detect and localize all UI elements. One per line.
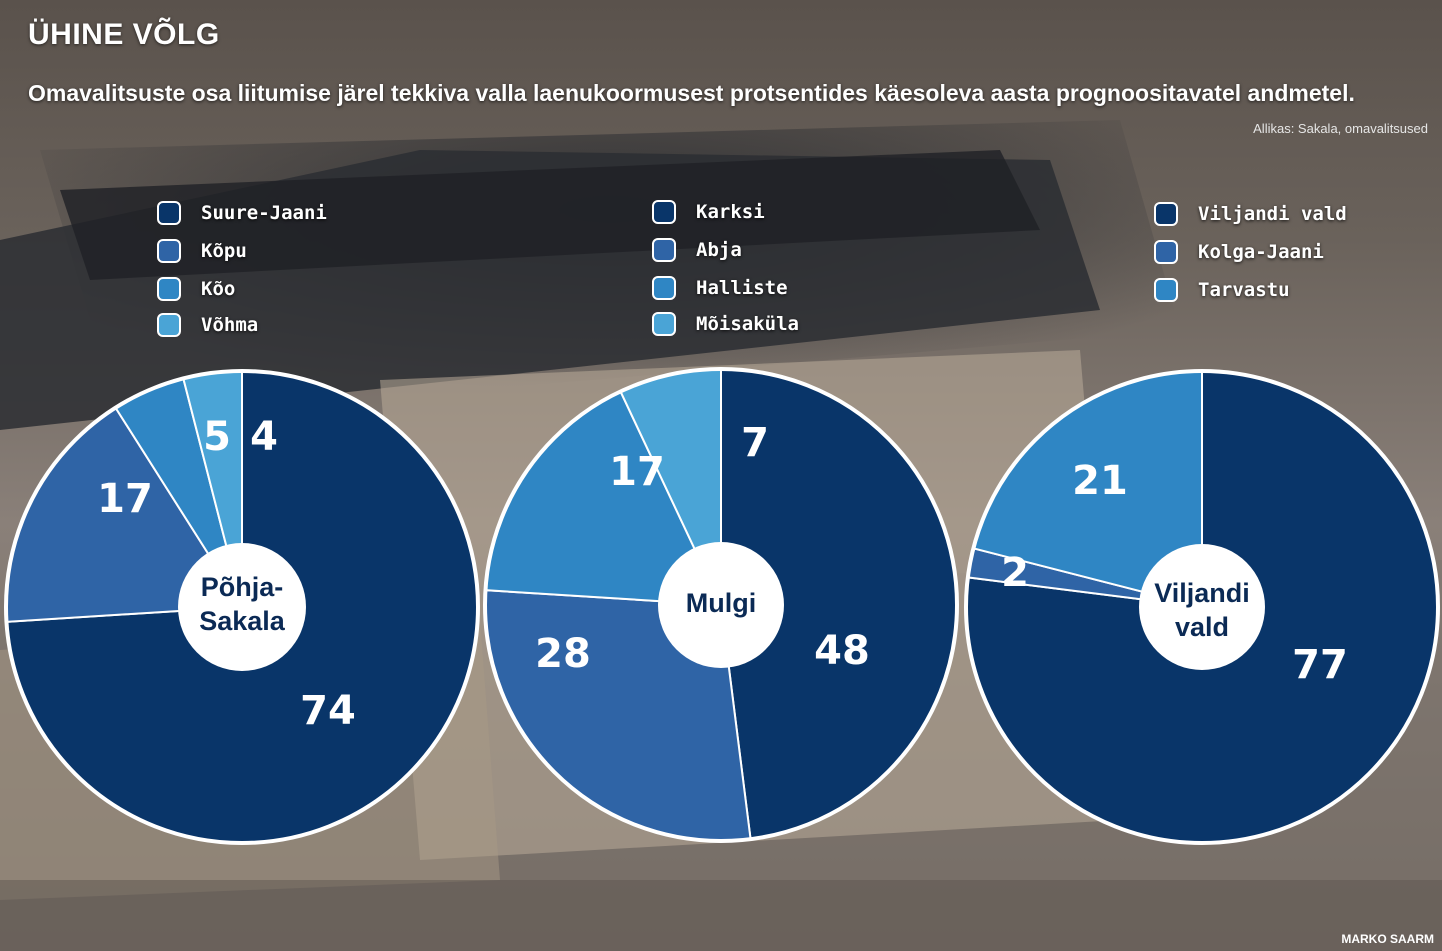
legend-item: Tarvastu [1154,275,1290,305]
legend-label: Mõisaküla [696,313,799,335]
legend-label: Halliste [696,277,788,299]
pie-outline [964,369,1440,845]
legend-item: Suure-Jaani [157,198,327,228]
pie-center-hole [178,543,306,671]
legend-swatch-vohma [157,313,181,337]
pie-center-label: Mulgi [686,588,756,618]
pie-outline [4,369,480,845]
legend-swatch-koo [157,277,181,301]
legend-label: Kolga-Jaani [1198,241,1324,263]
pie-value-label: 21 [1072,458,1128,504]
pie-value-label: 17 [97,476,153,522]
legend-swatch-kopu [157,239,181,263]
legend-label: Suure-Jaani [201,202,327,224]
legend-label: Kõpu [201,240,247,262]
pie-value-label: 5 [203,414,231,460]
legend-item: Mõisaküla [652,309,799,339]
pie-value-label: 74 [300,688,356,734]
legend-label: Kõo [201,278,236,300]
legend-swatch-kolga-jaani [1154,240,1178,264]
source-note: Allikas: Sakala, omavalitsused [1253,121,1428,136]
legend-item: Kolga-Jaani [1154,237,1324,267]
pie-1: 48 28 17 7 Mulgi [483,367,959,843]
legend-swatch-tarvastu [1154,278,1178,302]
pie-value-label: 7 [741,420,769,466]
legend-swatch-moisakula [652,312,676,336]
legend-swatch-viljandi-vald [1154,202,1178,226]
legend-label: Karksi [696,201,765,223]
chart-title: ÜHINE VÕLG [28,18,220,51]
pie-value-label: 77 [1292,642,1348,688]
legend-item: Abja [652,235,742,265]
legend-item: Karksi [652,197,765,227]
pie-outline [483,367,959,843]
chart-subtitle: Omavalitsuste osa liitumise järel tekkiv… [28,80,1355,106]
legend-swatch-halliste [652,276,676,300]
pie-0: 74 17 5 4 Põhja- Sakala [4,369,480,845]
legend-swatch-suure-jaani [157,201,181,225]
legend-item: Kõpu [157,236,247,266]
legend-item: Võhma [157,310,258,340]
pie-center-hole [658,542,784,668]
pie-value-label: 4 [250,414,278,460]
pie-value-label: 48 [814,628,870,674]
pie-center-label: Sakala [199,606,286,636]
pie-2: 77 2 21 Viljandi vald [964,369,1440,845]
legend-item: Viljandi vald [1154,199,1347,229]
legend-swatch-karksi [652,200,676,224]
pie-value-label: 28 [535,631,591,677]
pie-center-label: Viljandi [1154,578,1250,608]
legend-label: Tarvastu [1198,279,1290,301]
legend-item: Halliste [652,273,788,303]
legend-label: Võhma [201,314,259,336]
pie-center-label: vald [1175,612,1229,642]
pie-center-hole [1139,544,1265,670]
pie-value-label: 17 [609,449,665,495]
legend-swatch-abja [652,238,676,262]
author-credit: MARKO SAARM [1341,932,1434,946]
legend-label: Abja [696,239,742,261]
legend-label: Viljandi vald [1198,203,1347,225]
pie-value-label: 2 [1001,550,1029,596]
legend-item: Kõo [157,274,235,304]
pie-center-label: Põhja- [201,572,284,602]
